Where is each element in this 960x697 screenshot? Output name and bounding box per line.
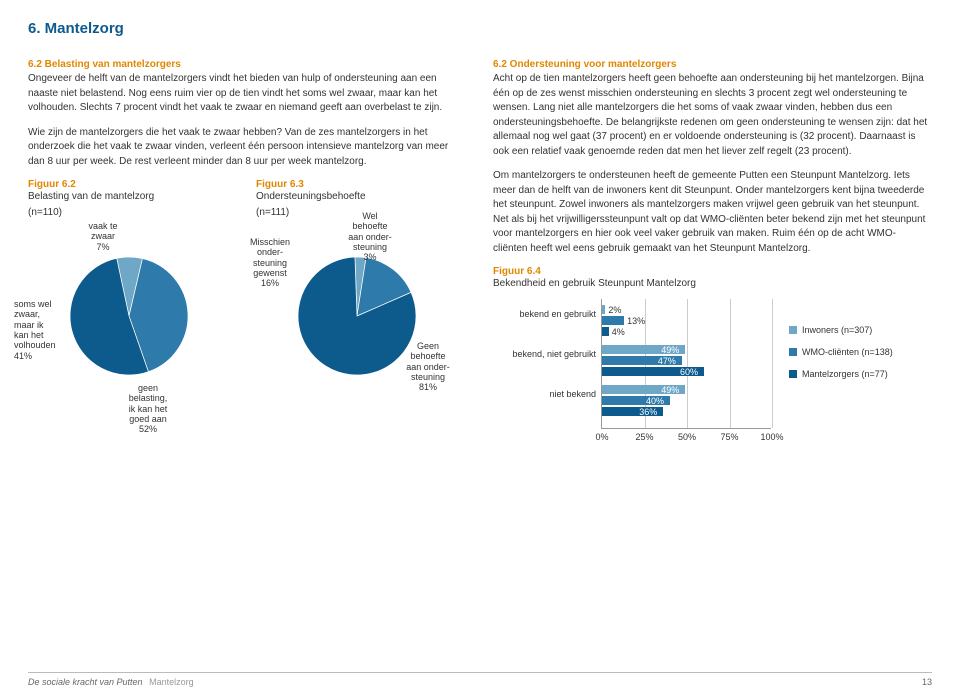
- footer-page-number: 13: [922, 677, 932, 687]
- fig63-title: Figuur 6.3: [256, 179, 456, 190]
- fig64-bar-value: 49%: [661, 345, 679, 355]
- fig64-xtick: 100%: [760, 432, 783, 442]
- page-footer: De sociale kracht van Putten Mantelzorg …: [28, 672, 932, 687]
- fig64-title: Figuur 6.4: [493, 266, 928, 277]
- two-column-layout: 6.2 Belasting van mantelzorgers Ongeveer…: [28, 59, 932, 465]
- right-heading: 6.2 Ondersteuning voor mantelzorgers: [493, 59, 928, 70]
- fig63-label-geen: Geenbehoefteaan onder-steuning81%: [400, 341, 456, 393]
- footer-doc-title: De sociale kracht van Putten: [28, 677, 143, 687]
- fig64-bar-value: 60%: [680, 367, 698, 377]
- left-column: 6.2 Belasting van mantelzorgers Ongeveer…: [28, 59, 463, 465]
- fig64-bar-value: 36%: [639, 407, 657, 417]
- fig64-xtick: 75%: [720, 432, 738, 442]
- fig62-label-soms: soms welzwaar,maar ikkan hetvolhouden41%: [14, 299, 68, 361]
- fig64-category-label: bekend, niet gebruikt: [496, 349, 596, 359]
- fig64-legend-item: Inwoners (n=307): [789, 325, 893, 335]
- page-title: 6. Mantelzorg: [28, 20, 932, 37]
- fig64-xtick: 0%: [595, 432, 608, 442]
- fig64-bar-value: 47%: [658, 356, 676, 366]
- right-para-2: Om mantelzorgers te ondersteunen heeft d…: [493, 169, 928, 256]
- fig64-xtick: 50%: [678, 432, 696, 442]
- fig64-bar: [602, 316, 624, 325]
- figure-row: Figuur 6.2 Belasting van de mantelzorg (…: [28, 179, 463, 421]
- footer-section: Mantelzorg: [149, 677, 194, 687]
- fig62-pie: vaak tezwaar7% soms welzwaar,maar ikkan …: [28, 221, 228, 421]
- fig64-bar: [602, 327, 609, 336]
- fig64-bar: [602, 305, 605, 314]
- fig64-legend-item: WMO-cliënten (n=138): [789, 347, 893, 357]
- figure-6-3: Figuur 6.3 Ondersteuningsbehoefte (n=111…: [256, 179, 456, 421]
- fig64-legend: Inwoners (n=307) WMO-cliënten (n=138) Mant…: [789, 325, 893, 391]
- figure-6-2: Figuur 6.2 Belasting van de mantelzorg (…: [28, 179, 238, 421]
- fig64-bar-value: 2%: [608, 305, 621, 315]
- fig64-bar-value: 13%: [627, 316, 645, 326]
- fig63-label-miss: Misschienonder-steuninggewenst16%: [244, 237, 296, 289]
- left-para-2: Wie zijn de mantelzorgers die het vaak t…: [28, 126, 463, 170]
- right-para-1: Acht op de tien mantelzorgers heeft geen…: [493, 72, 928, 159]
- fig62-sub2: (n=110): [28, 206, 238, 220]
- fig64-bar-value: 40%: [646, 396, 664, 406]
- fig63-label-wel: Welbehoefteaan onder-steuning3%: [342, 211, 398, 263]
- fig63-sub1: Ondersteuningsbehoefte: [256, 190, 456, 204]
- fig62-title: Figuur 6.2: [28, 179, 238, 190]
- legend-label: Inwoners (n=307): [802, 325, 872, 335]
- fig62-label-geen: geenbelasting,ik kan hetgoed aan52%: [118, 383, 178, 435]
- fig64-plot-area: 0%25%50%75%100%bekend en gebruikt2%13%4%…: [601, 299, 771, 429]
- fig64-bar-value: 49%: [661, 385, 679, 395]
- fig62-label-vaak: vaak tezwaar7%: [80, 221, 126, 252]
- legend-swatch: [789, 326, 797, 334]
- legend-label: WMO-cliënten (n=138): [802, 347, 893, 357]
- left-para-1: Ongeveer de helft van de mantelzorgers v…: [28, 72, 463, 116]
- legend-swatch: [789, 370, 797, 378]
- fig64-bar-value: 4%: [612, 327, 625, 337]
- right-column: 6.2 Ondersteuning voor mantelzorgers Ach…: [493, 59, 928, 465]
- fig64-xtick: 25%: [635, 432, 653, 442]
- fig64-category-label: bekend en gebruikt: [496, 309, 596, 319]
- legend-label: Mantelzorgers (n=77): [802, 369, 888, 379]
- fig64-category-label: niet bekend: [496, 389, 596, 399]
- fig64-chart: 0% 25% 50% 75% 100% bekend en gebruikt 2% 13%4%…: [493, 295, 913, 465]
- fig63-pie: Welbehoefteaan onder-steuning3% Misschie…: [256, 221, 456, 421]
- left-heading: 6.2 Belasting van mantelzorgers: [28, 59, 463, 70]
- fig64-sub: Bekendheid en gebruik Steunpunt Mantelzo…: [493, 277, 928, 291]
- fig62-sub1: Belasting van de mantelzorg: [28, 190, 238, 204]
- fig64-legend-item: Mantelzorgers (n=77): [789, 369, 893, 379]
- legend-swatch: [789, 348, 797, 356]
